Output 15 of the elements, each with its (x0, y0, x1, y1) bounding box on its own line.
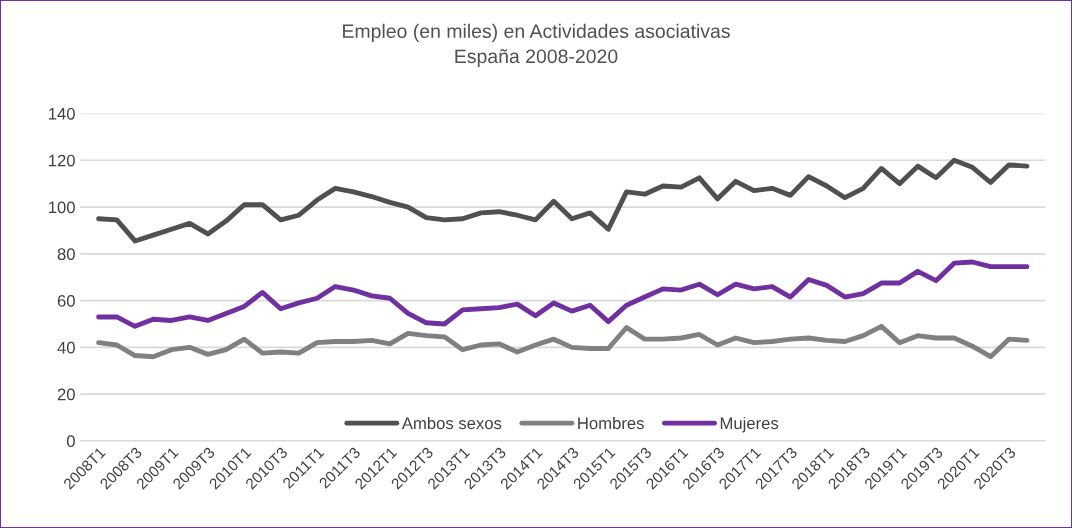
legend-label: Mujeres (720, 416, 779, 433)
line-series (96, 323, 1030, 360)
y-tick-label: 140 (49, 107, 75, 120)
chart-title: Empleo (en miles) en Actividades asociativas España 2008-2020 (343, 23, 730, 68)
y-tick-label: 80 (57, 248, 75, 261)
line-series (96, 157, 1030, 244)
y-tick-label: 40 (57, 341, 75, 354)
y-tick-label: 20 (57, 388, 75, 401)
legend-label: Hombres (578, 416, 644, 430)
line-series (96, 259, 1030, 329)
legend-label: Ambos sexos (401, 416, 502, 430)
y-tick-label: 60 (57, 294, 75, 307)
y-tick-label: 100 (49, 201, 75, 214)
y-tick-label: 120 (49, 154, 75, 167)
y-tick-label: 0 (66, 435, 75, 448)
